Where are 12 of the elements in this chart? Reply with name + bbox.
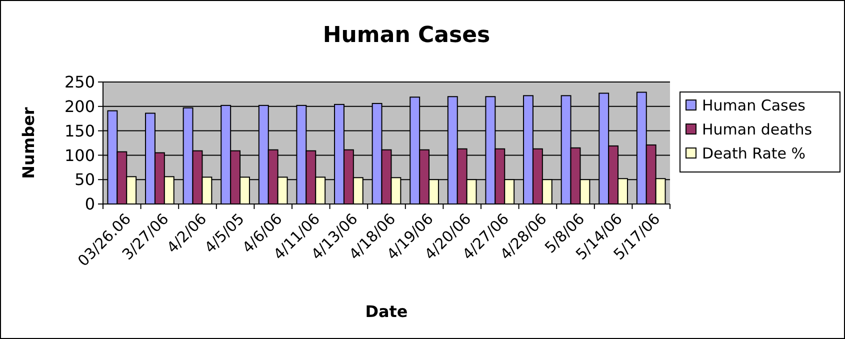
- y-tick-label: 100: [64, 146, 95, 165]
- x-axis-title: Date: [365, 302, 408, 321]
- legend-label: Human deaths: [702, 120, 812, 138]
- y-tick-label: 50: [74, 170, 95, 190]
- y-axis-title: Number: [19, 107, 38, 179]
- y-tick-label: 150: [64, 121, 95, 140]
- y-tick-label: 200: [64, 97, 95, 116]
- chart-title: Human Cases: [322, 23, 490, 48]
- legend-label: Human Cases: [702, 96, 806, 114]
- y-tick-label: 250: [64, 72, 95, 92]
- legend-label: Death Rate %: [702, 144, 806, 162]
- y-tick-label: 0: [84, 194, 95, 214]
